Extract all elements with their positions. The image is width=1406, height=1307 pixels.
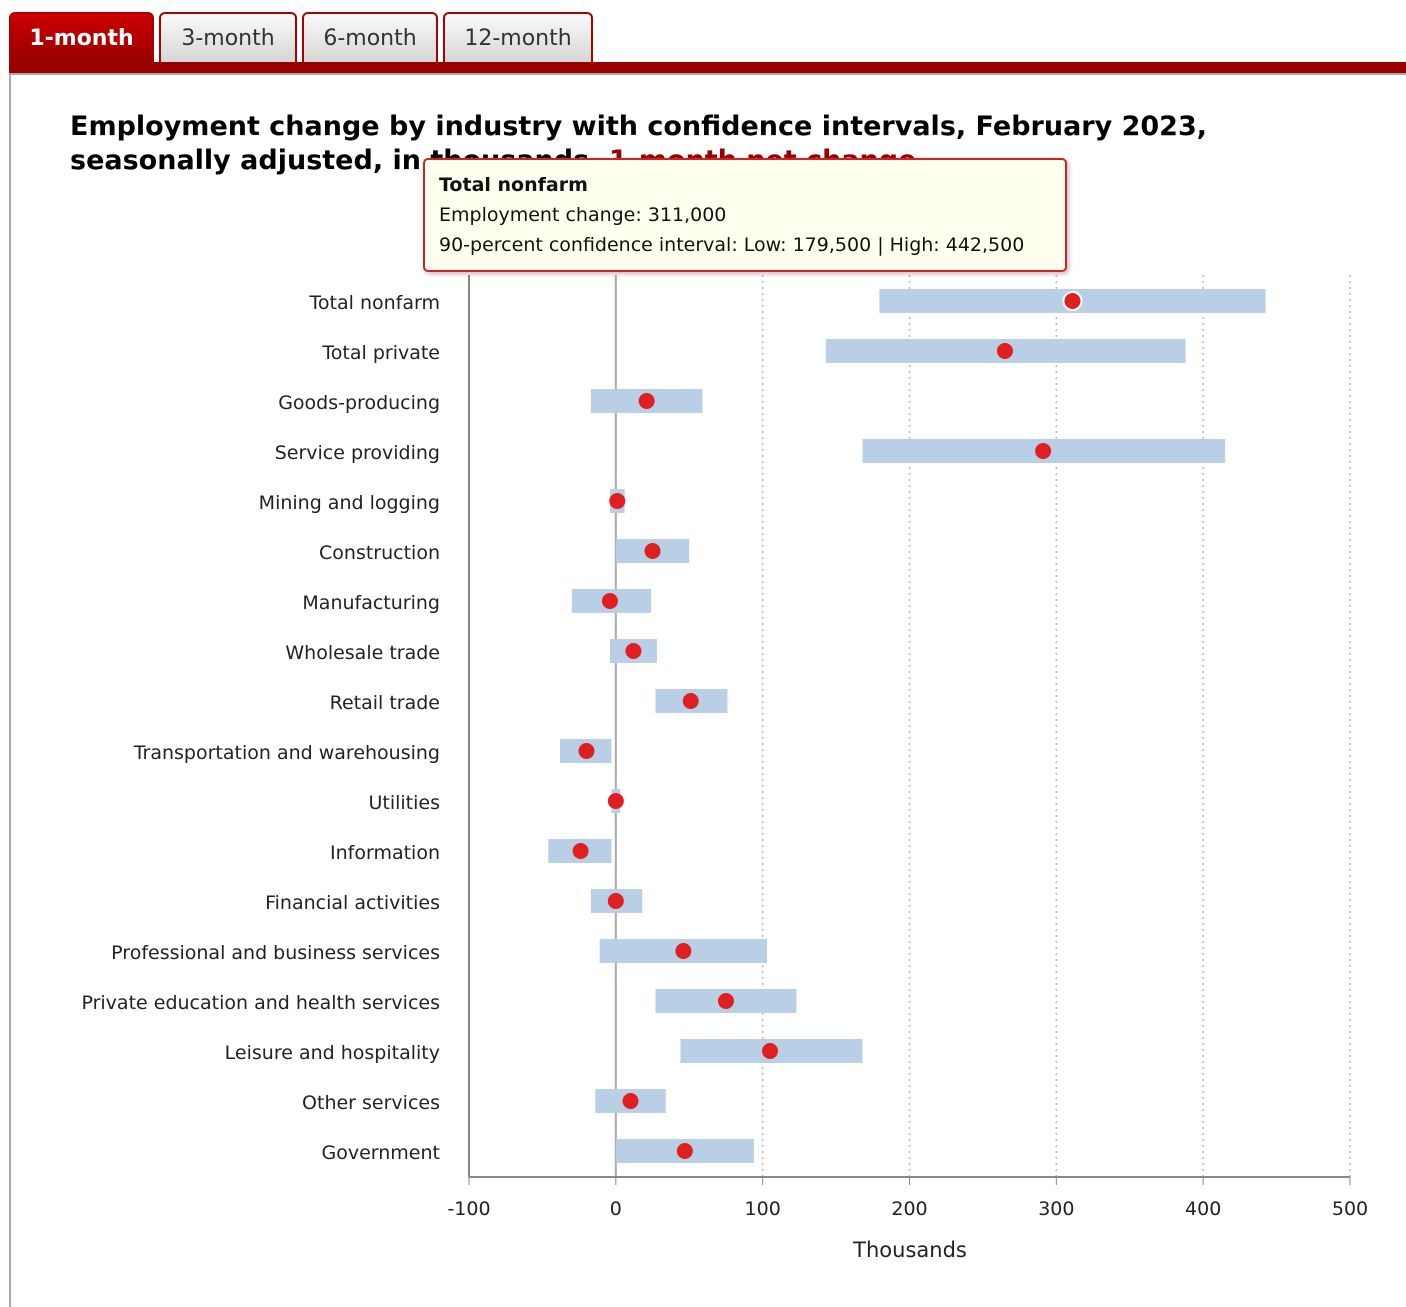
category-label: Total nonfarm (309, 292, 440, 314)
tick-label: 400 (1185, 1198, 1221, 1220)
chart-panel (9, 73, 1406, 1307)
data-point (607, 893, 624, 909)
category-label: Private education and health services (81, 992, 440, 1014)
data-point (572, 843, 589, 859)
data-point (638, 393, 655, 409)
data-point (682, 693, 699, 709)
tick-label: -100 (447, 1198, 490, 1220)
category-label: Mining and logging (259, 492, 440, 514)
category-label: Government (322, 1142, 441, 1164)
tick-label: 500 (1332, 1198, 1368, 1220)
tick-label: 0 (610, 1198, 622, 1220)
data-point (676, 1143, 693, 1159)
tab-12-month[interactable]: 12-month (443, 12, 593, 62)
category-label: Transportation and warehousing (133, 742, 440, 764)
tick-label: 100 (745, 1198, 781, 1220)
tick-label: 200 (891, 1198, 927, 1220)
category-label: Retail trade (330, 692, 440, 714)
tooltip-change: Employment change: 311,000 (439, 204, 727, 226)
data-point (578, 743, 595, 759)
tab-6-month[interactable]: 6-month (302, 12, 438, 62)
data-point (625, 643, 642, 659)
category-label: Goods-producing (278, 392, 440, 414)
category-label: Total private (321, 342, 440, 364)
data-point (675, 943, 692, 959)
data-point (996, 343, 1013, 359)
category-label: Professional and business services (111, 942, 440, 964)
tooltip-title: Total nonfarm (439, 174, 588, 196)
data-point (607, 793, 624, 809)
data-point (717, 993, 734, 1009)
category-label: Leisure and hospitality (225, 1042, 440, 1064)
category-label: Utilities (368, 792, 440, 814)
tooltip-interval: 90-percent confidence interval: Low: 179… (439, 234, 1025, 256)
category-label: Manufacturing (302, 592, 440, 614)
tab-bar: 1-month 3-month 6-month 12-month (9, 12, 593, 62)
data-point (762, 1043, 779, 1059)
data-point (1035, 443, 1052, 459)
category-label: Financial activities (265, 892, 440, 914)
data-point (1062, 291, 1083, 311)
data-point (644, 543, 661, 559)
tick-label: 300 (1038, 1198, 1074, 1220)
data-point (609, 493, 626, 509)
category-label: Service providing (275, 442, 440, 464)
category-label: Information (330, 842, 440, 864)
category-label: Other services (302, 1092, 440, 1114)
data-point (601, 593, 618, 609)
tab-band (9, 62, 1406, 73)
data-point (622, 1093, 639, 1109)
x-axis-title: Thousands (852, 1238, 967, 1262)
category-label: Wholesale trade (285, 642, 440, 664)
tooltip: Total nonfarm Employment change: 311,000… (423, 158, 1067, 272)
tab-1-month[interactable]: 1-month (9, 12, 154, 62)
category-label: Construction (319, 542, 440, 564)
tab-3-month[interactable]: 3-month (159, 12, 297, 62)
